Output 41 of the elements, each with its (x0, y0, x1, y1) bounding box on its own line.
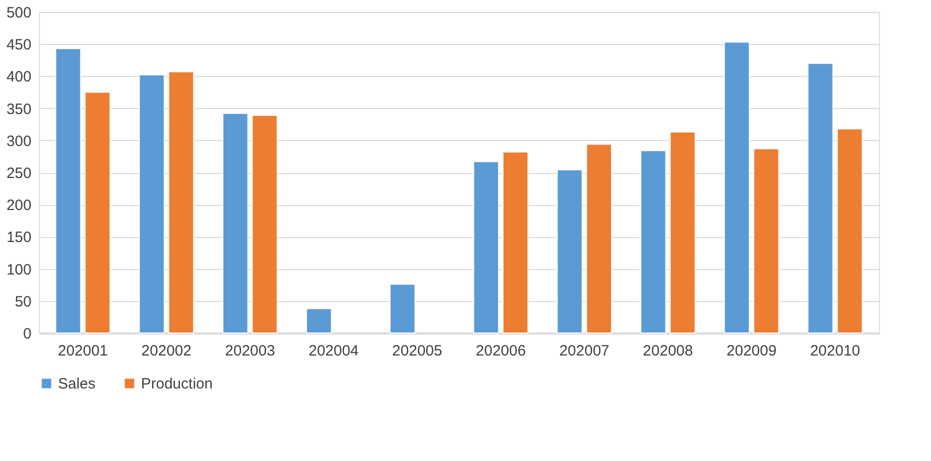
x-tick-label: 202002 (141, 342, 192, 360)
x-tick-label: 202001 (58, 342, 108, 360)
x-tick-label: 202005 (392, 342, 442, 360)
bar (138, 74, 165, 334)
bar (222, 112, 248, 334)
y-tick-label: 500 (6, 4, 32, 22)
x-tick-label: 202006 (476, 342, 526, 360)
bar (670, 132, 696, 334)
bar (55, 48, 82, 334)
legend-label: Sales (58, 376, 96, 393)
bar (640, 150, 666, 334)
y-tick-label: 300 (6, 132, 32, 150)
y-tick-label: 0 (23, 326, 32, 342)
bar (390, 284, 416, 334)
bar (586, 144, 612, 334)
y-tick-label: 100 (6, 261, 32, 278)
y-tick-label: 450 (6, 36, 32, 54)
y-tick-label: 250 (6, 165, 32, 182)
bar (753, 148, 780, 334)
bar (556, 169, 583, 334)
bar (724, 42, 750, 334)
bar (807, 62, 834, 334)
bar (84, 92, 111, 334)
bar (252, 114, 278, 334)
bar (502, 151, 528, 334)
x-tick-label: 202003 (225, 342, 276, 360)
y-tick-label: 200 (6, 197, 32, 214)
bar (168, 71, 194, 334)
y-tick-label: 50 (14, 293, 32, 310)
legend-label: Production (141, 376, 213, 393)
x-tick-label: 202008 (642, 342, 693, 360)
bar (306, 308, 332, 334)
x-tick-label: 202004 (308, 342, 359, 360)
x-tick-label: 202010 (810, 342, 860, 360)
y-tick-label: 150 (6, 229, 32, 246)
y-tick-label: 350 (6, 100, 32, 118)
x-tick-label: 202009 (726, 342, 777, 360)
x-tick-label: 202007 (559, 342, 610, 360)
bar (836, 128, 863, 334)
y-tick-label: 400 (6, 68, 32, 86)
bar (473, 161, 500, 334)
